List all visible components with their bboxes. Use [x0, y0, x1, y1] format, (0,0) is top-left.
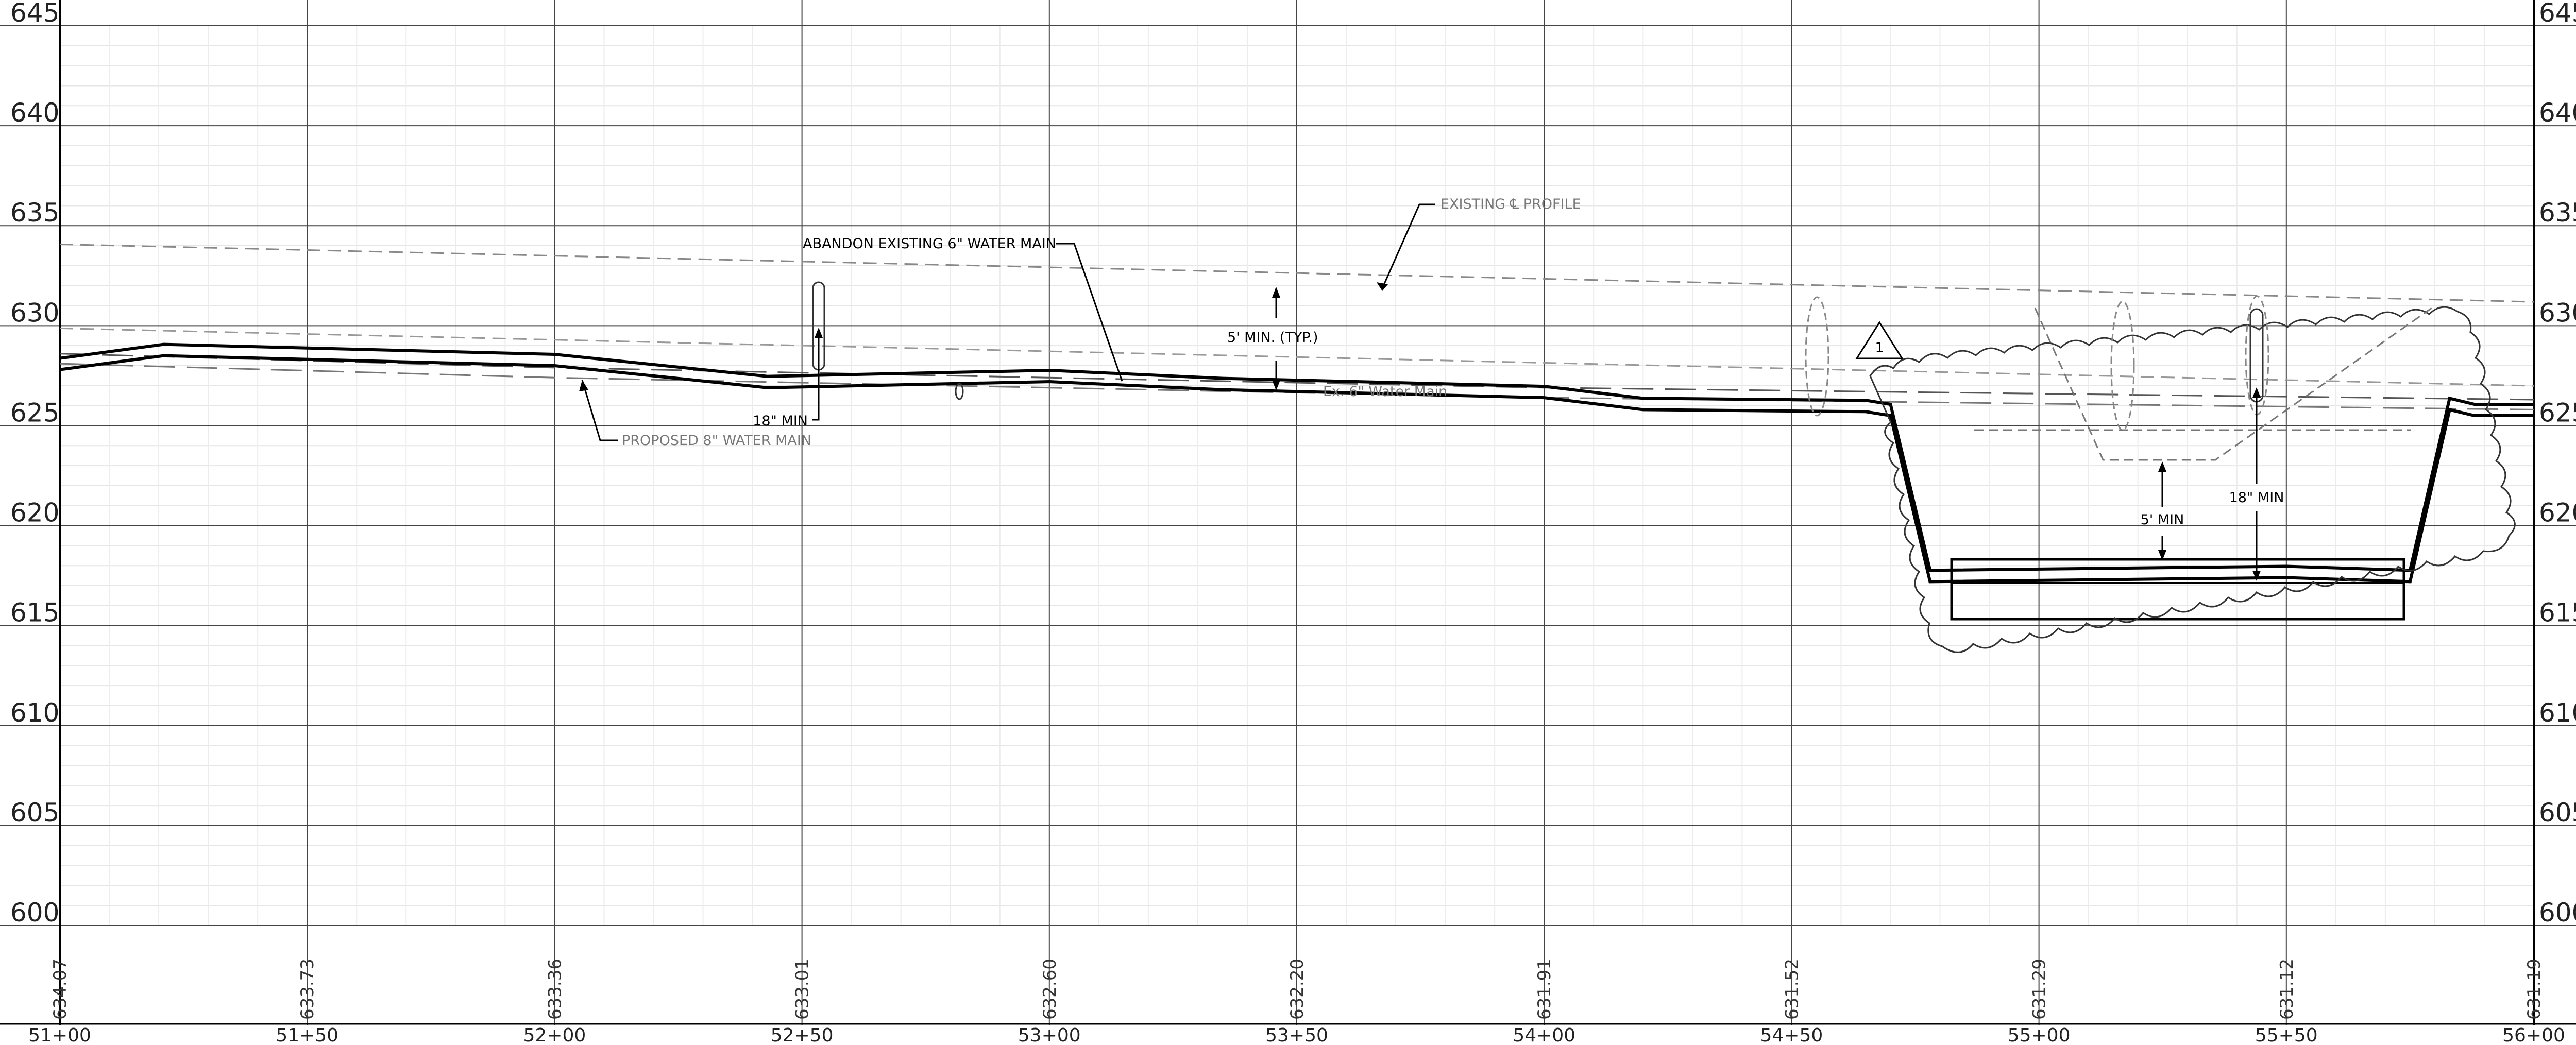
note-five-min-typ: 5' MIN. (TYP.)	[1227, 330, 1318, 346]
note-eighteen-min-left: 18" MIN	[753, 413, 808, 429]
proposed-water-main-top	[59, 342, 2534, 572]
revision-cloud	[1869, 306, 2516, 653]
existing-ground-line	[59, 327, 2534, 387]
elevation-label-right: 605	[2539, 798, 2576, 828]
ground-elevation: 631.19	[2524, 958, 2545, 1020]
ground-elevation: 631.29	[2029, 958, 2050, 1020]
box-culvert	[1950, 558, 2405, 621]
elevation-label-right: 635	[2539, 198, 2576, 228]
existing-trench-outline	[1974, 307, 2432, 461]
ground-elevation: 632.60	[1040, 958, 1060, 1020]
station-label: 54+50	[1760, 1025, 1823, 1045]
ground-elevation: 633.36	[545, 958, 565, 1020]
callout-leaders	[581, 203, 2258, 579]
elevation-labels: 645 645 640 640 635 635 630 630 625 625 620 620 615 6…	[10, 0, 2576, 928]
note-eighteen-min-right: 18" MIN	[2229, 490, 2284, 506]
ground-elevation: 632.20	[1287, 958, 1308, 1020]
ground-elevation: 633.73	[297, 958, 318, 1020]
note-five-min: 5' MIN	[2141, 512, 2184, 528]
elevation-label-right: 625	[2539, 398, 2576, 427]
note-proposed-main: PROPOSED 8" WATER MAIN	[622, 433, 811, 449]
revision-number: 1	[1875, 340, 1884, 356]
elevation-label-left: 630	[10, 298, 59, 328]
ground-elevation: 631.52	[1782, 958, 1802, 1020]
proposed-water-main-bottom	[59, 354, 2534, 584]
elevation-label-right: 640	[2539, 98, 2576, 128]
elevation-label-right: 610	[2539, 698, 2576, 728]
station-labels: 51+00 634.07 51+50 633.73 52+00 633.36 52+50 63…	[28, 958, 2565, 1045]
note-abandon-existing: ABANDON EXISTING 6" WATER MAIN	[803, 236, 1056, 252]
elevation-label-right: 600	[2539, 898, 2576, 928]
elevation-label-right: 630	[2539, 298, 2576, 328]
station-label: 52+00	[523, 1025, 586, 1045]
elevation-label-left: 645	[10, 0, 59, 28]
station-label: 53+50	[1265, 1025, 1328, 1045]
ground-elevation: 634.07	[50, 958, 71, 1020]
ground-elevation: 631.91	[1534, 958, 1555, 1020]
revision-triangle: 1	[1855, 321, 1904, 359]
elevation-label-left: 640	[10, 98, 59, 128]
station-label: 51+00	[28, 1025, 91, 1045]
elevation-label-right: 620	[2539, 498, 2576, 528]
ground-elevation: 633.01	[792, 958, 813, 1020]
ground-elevation: 631.12	[2277, 958, 2297, 1020]
elevation-label-right: 645	[2539, 0, 2576, 28]
note-existing-centerline: EXISTING ℄ PROFILE	[1440, 196, 1581, 212]
elevation-label-right: 615	[2539, 598, 2576, 628]
station-label: 53+00	[1018, 1025, 1081, 1045]
elevation-label-left: 600	[10, 898, 59, 928]
station-label: 55+00	[2008, 1025, 2071, 1045]
station-label: 56+00	[2502, 1025, 2565, 1045]
existing-water-main-line	[59, 353, 2534, 401]
note-ex-water-main: Ex. 6" Water Main	[1323, 384, 1447, 400]
station-label: 52+50	[771, 1025, 834, 1045]
elevation-label-left: 620	[10, 498, 59, 528]
station-label: 51+50	[276, 1025, 338, 1045]
elevation-label-left: 615	[10, 598, 59, 628]
station-label: 54+00	[1513, 1025, 1575, 1045]
elevation-label-left: 605	[10, 798, 59, 828]
arrowheads	[579, 282, 2261, 581]
station-label: 55+50	[2255, 1025, 2318, 1045]
elevation-label-left: 625	[10, 398, 59, 427]
existing-centerline-profile	[59, 243, 2534, 303]
elevation-label-left: 635	[10, 198, 59, 228]
elevation-label-left: 610	[10, 698, 59, 728]
